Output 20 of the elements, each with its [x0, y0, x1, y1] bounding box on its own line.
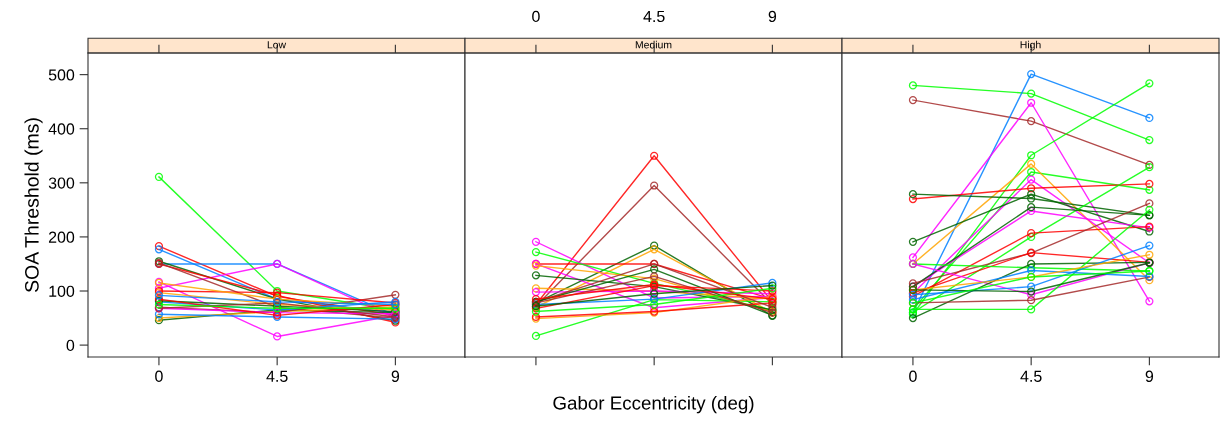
y-tick-label: 200 [48, 231, 75, 243]
x-tick-label: 0 [909, 370, 917, 382]
y-tick-label: 300 [48, 177, 75, 189]
chart-title: Low [267, 41, 287, 49]
y-tick-label: 100 [49, 285, 75, 297]
x-tick-label: 9 [1145, 370, 1154, 382]
x-axis-title: Gabor Eccentricity (deg) [553, 395, 754, 414]
x-tick-label: 0 [155, 370, 163, 382]
x-tick-label: 9 [391, 370, 400, 382]
y-axis-title: SOA Threshold (ms) [24, 118, 43, 293]
x2-tick-label: 0 [532, 10, 540, 23]
y-tick-label: 400 [48, 123, 75, 135]
y-tick-label: 500 [48, 69, 75, 81]
x-tick-label: 4.5 [1020, 370, 1042, 382]
chart-title: Medium [635, 40, 672, 49]
x-tick-label: 4.5 [266, 370, 288, 382]
x2-tick-label: 4.5 [643, 10, 665, 23]
y-tick-label: 0 [66, 339, 75, 352]
chart-title: High [1020, 40, 1041, 51]
x2-tick-label: 9 [768, 10, 777, 23]
